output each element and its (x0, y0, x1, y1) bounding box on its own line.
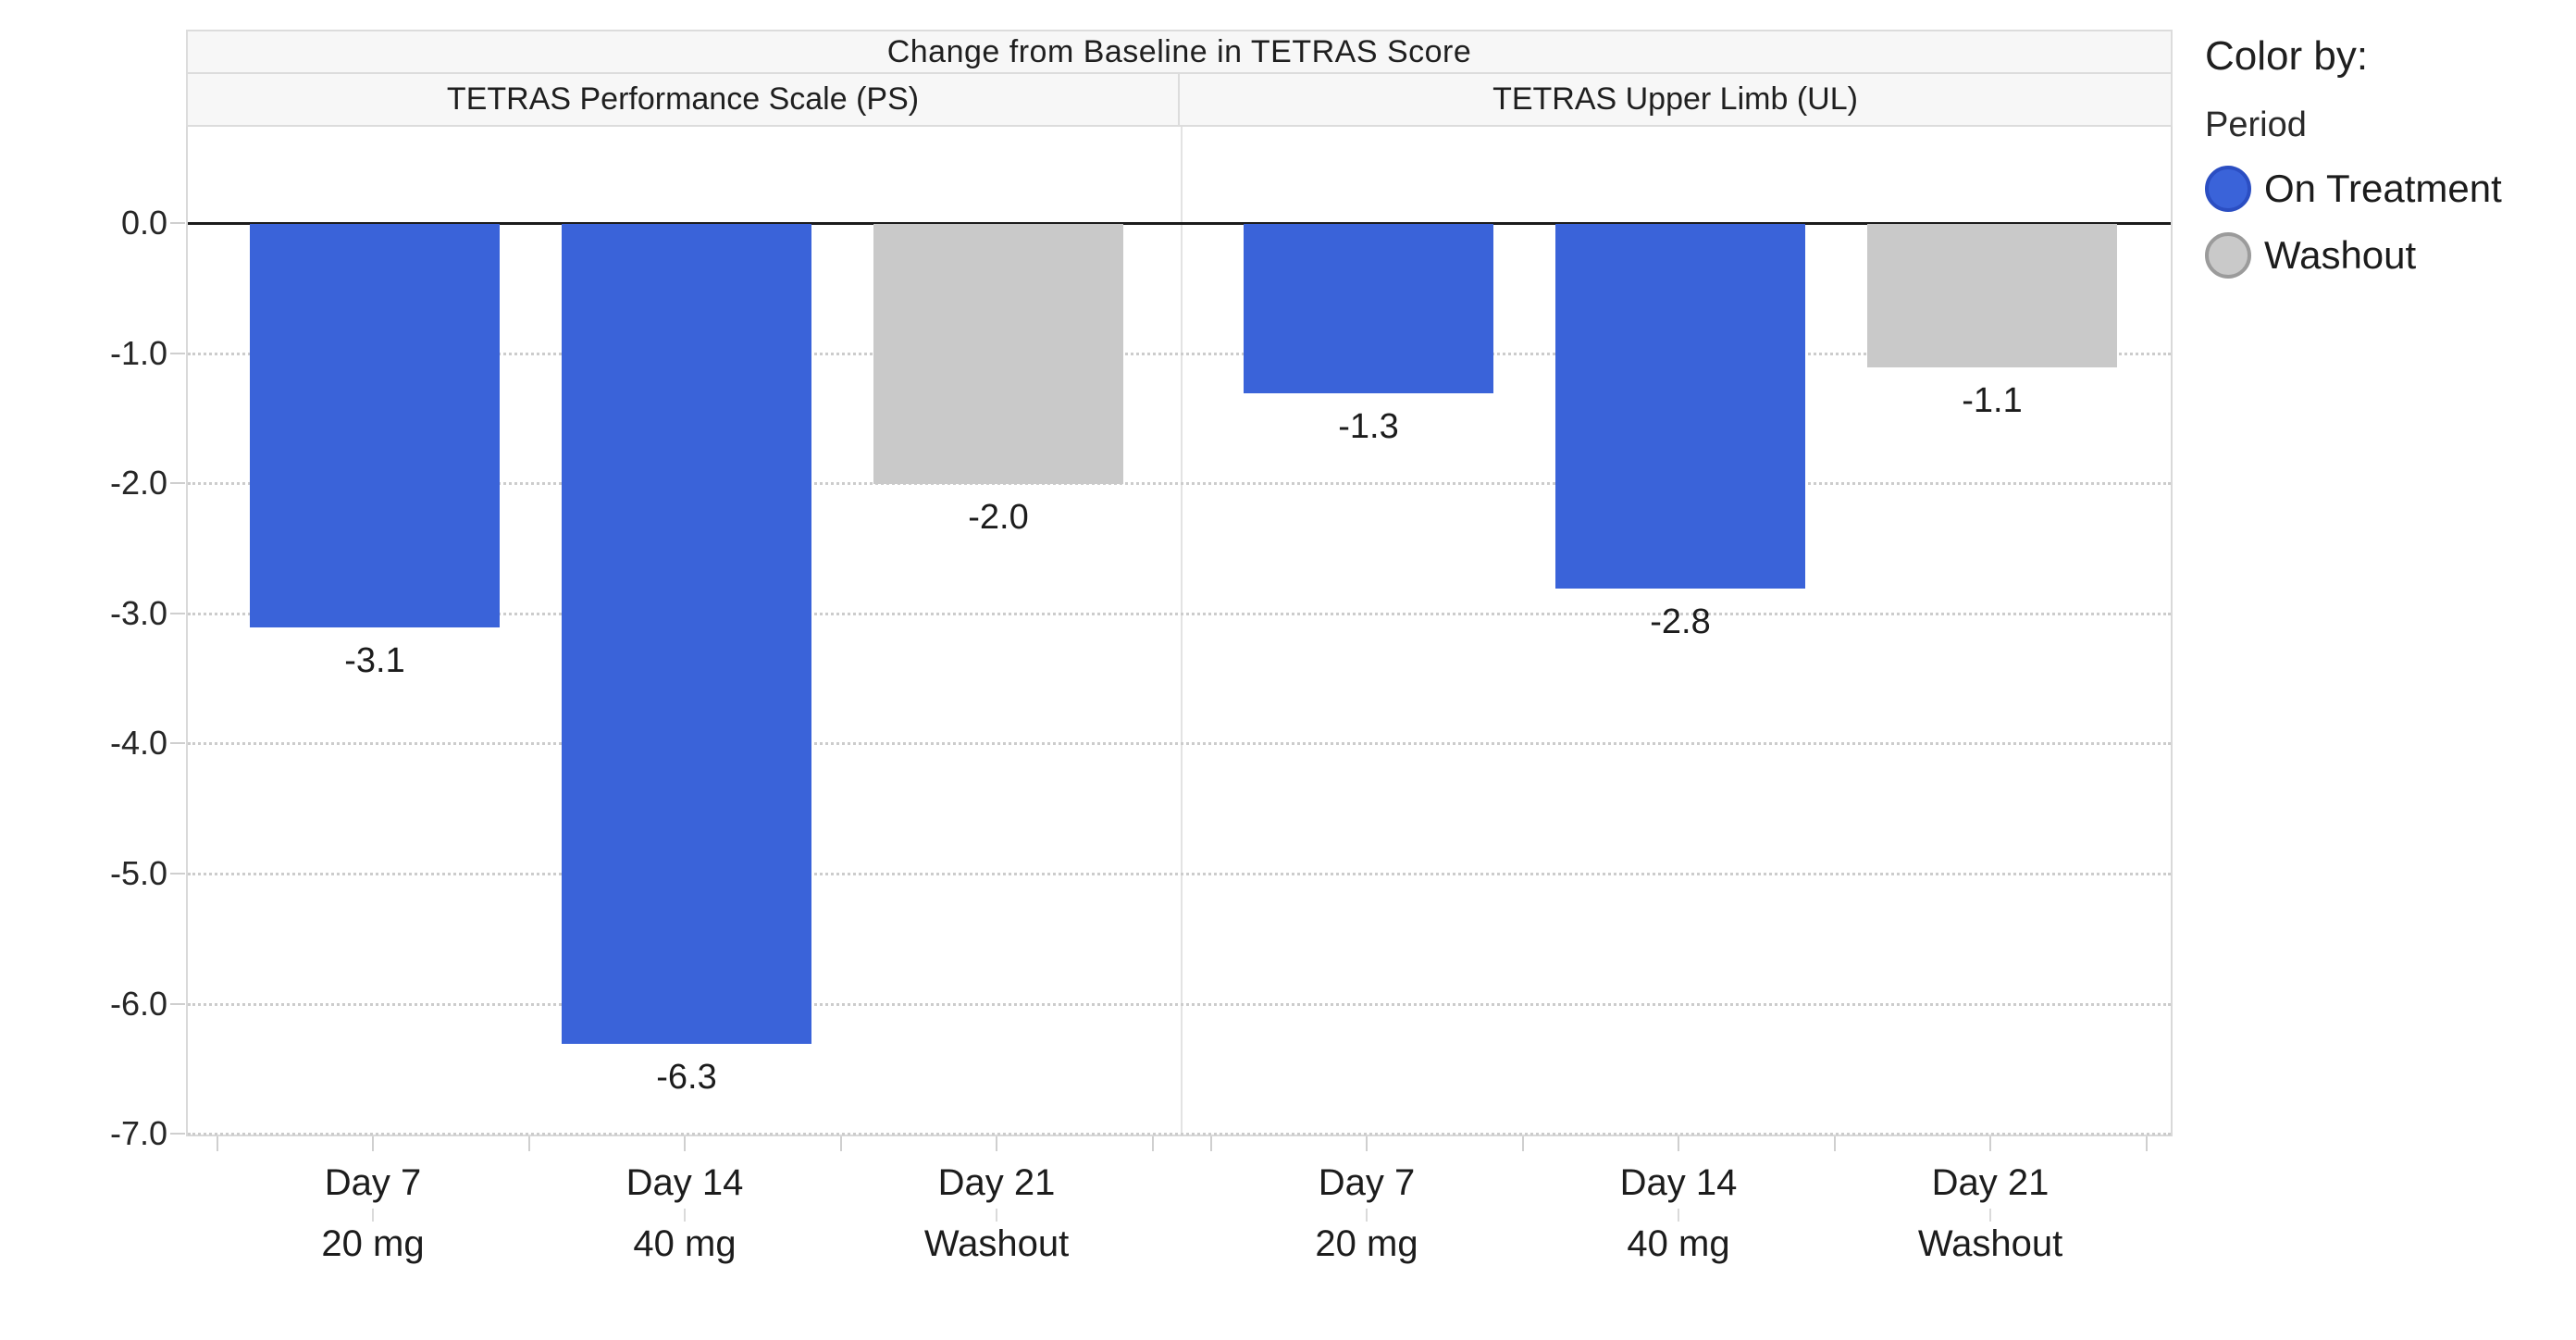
legend-heading: Color by: (2205, 33, 2369, 79)
x-category-dose-label: Washout (1917, 1223, 2063, 1264)
bar-day-21-ps[interactable] (873, 224, 1123, 484)
y-tick-mark (170, 742, 185, 745)
x-tick-mark (372, 1136, 374, 1151)
bar-value-label: -1.3 (1338, 407, 1399, 446)
gridline--4.0 (188, 742, 2171, 746)
y-tick-label: 0.0 (120, 204, 167, 242)
y-tick-label: -2.0 (109, 464, 167, 502)
x-subtick-mark (996, 1209, 997, 1222)
y-tick-mark (170, 873, 185, 875)
x-subtick-mark (1989, 1209, 1991, 1222)
x-tick-mark (1209, 1136, 1212, 1151)
bar-day-14-ps[interactable] (562, 224, 811, 1044)
legend: Color by: Period On Treatment Washout (2205, 33, 2502, 279)
x-category-dose-label: 20 mg (1315, 1223, 1418, 1264)
y-tick-label: -4.0 (109, 724, 167, 763)
x-subtick-mark (372, 1209, 374, 1222)
x-tick-mark (527, 1136, 530, 1151)
x-category-dose-label: Washout (923, 1223, 1070, 1264)
legend-items: On Treatment Washout (2205, 166, 2502, 279)
legend-swatch-washout-icon (2205, 232, 2251, 279)
gridline--1.0 (188, 352, 2171, 355)
x-subtick-mark (684, 1209, 686, 1222)
x-category-day-label: Day 7 (1318, 1162, 1416, 1203)
x-category-day-label: Day 7 (324, 1162, 422, 1203)
y-tick-label: -7.0 (109, 1114, 167, 1153)
chart-title-band: Change from Baseline in TETRAS Score (186, 30, 2173, 74)
legend-item-on-treatment[interactable]: On Treatment (2205, 166, 2502, 212)
x-category-dose-label: 40 mg (633, 1223, 737, 1264)
panel-header-band: TETRAS Performance Scale (PS) TETRAS Uppe… (186, 74, 2173, 127)
chart-title: Change from Baseline in TETRAS Score (886, 33, 1472, 69)
y-tick-mark (170, 222, 185, 224)
plot-area: -3.1 -6.3 -2.0 -1.3 -2.8 -1.1 (186, 127, 2173, 1136)
zero-line (188, 221, 2171, 225)
gridline--7.0 (188, 1133, 2171, 1136)
x-category-day-label: Day 21 (1931, 1162, 2050, 1203)
legend-swatch-on-treatment-icon (2205, 166, 2251, 212)
x-tick-mark (1521, 1136, 1524, 1151)
chart-frame: Change from Baseline in TETRAS Score TET… (186, 30, 2173, 1136)
gridline--3.0 (188, 612, 2171, 615)
x-tick-mark (1833, 1136, 1836, 1151)
x-subtick-mark (1366, 1209, 1368, 1222)
x-category-day-label: Day 21 (937, 1162, 1056, 1203)
x-category-dose-label: 40 mg (1627, 1223, 1730, 1264)
x-category-dose-label: 20 mg (321, 1223, 425, 1264)
bar-value-label: -2.8 (1650, 602, 1711, 641)
panel-header-ul: TETRAS Upper Limb (UL) (1180, 74, 2173, 127)
bar-day-21-ul[interactable] (1867, 224, 2117, 367)
x-subtick-mark (1678, 1209, 1679, 1222)
x-tick-mark (1989, 1136, 1991, 1151)
y-tick-mark (170, 1002, 185, 1005)
bar-value-label: -2.0 (968, 498, 1029, 537)
x-tick-mark (1151, 1136, 1154, 1151)
x-tick-mark (216, 1136, 218, 1151)
legend-item-label: On Treatment (2264, 167, 2502, 210)
y-tick-mark (170, 352, 185, 354)
x-tick-mark (684, 1136, 686, 1151)
x-tick-mark (1678, 1136, 1679, 1151)
panel-header-ps: TETRAS Performance Scale (PS) (186, 74, 1180, 127)
x-tick-mark (996, 1136, 997, 1151)
gridline--2.0 (188, 482, 2171, 486)
bar-value-label: -1.1 (1962, 381, 2023, 420)
y-tick-label: -3.0 (109, 593, 167, 632)
x-tick-mark (2145, 1136, 2148, 1151)
y-tick-mark (170, 1133, 185, 1135)
y-tick-mark (170, 482, 185, 485)
bar-day-7-ps[interactable] (250, 224, 500, 627)
x-tick-mark (1366, 1136, 1368, 1151)
gridline--5.0 (188, 873, 2171, 875)
legend-field-label: Period (2205, 105, 2307, 144)
x-category-day-label: Day 14 (625, 1162, 744, 1203)
x-tick-mark (839, 1136, 842, 1151)
y-tick-label: -1.0 (109, 333, 167, 372)
bar-day-7-ul[interactable] (1244, 224, 1493, 393)
legend-item-label: Washout (2264, 233, 2417, 277)
y-tick-mark (170, 612, 185, 614)
y-tick-label: -6.0 (109, 984, 167, 1023)
gridline--6.0 (188, 1002, 2171, 1006)
bar-value-label: -6.3 (656, 1058, 717, 1097)
x-category-day-label: Day 14 (1619, 1162, 1738, 1203)
legend-item-washout[interactable]: Washout (2205, 232, 2502, 279)
y-tick-label: -5.0 (109, 854, 167, 892)
bar-day-14-ul[interactable] (1555, 224, 1805, 589)
panel-divider (1181, 127, 1183, 1135)
bar-value-label: -3.1 (344, 641, 405, 680)
